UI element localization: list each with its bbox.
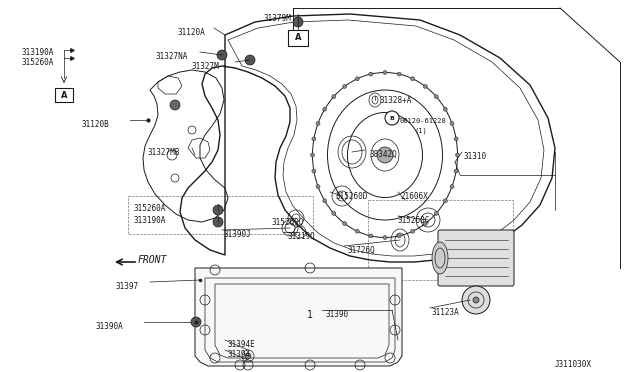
Ellipse shape: [432, 242, 448, 274]
Circle shape: [454, 137, 458, 141]
Text: J311030X: J311030X: [555, 360, 592, 369]
Text: 315260D: 315260D: [335, 192, 367, 201]
Circle shape: [377, 147, 393, 163]
Circle shape: [462, 286, 490, 314]
Circle shape: [369, 72, 373, 76]
Text: 31397: 31397: [116, 282, 139, 291]
Circle shape: [444, 199, 447, 203]
Text: 31120A: 31120A: [178, 28, 205, 37]
Circle shape: [450, 185, 454, 189]
Text: B: B: [390, 115, 394, 121]
Text: 31390A: 31390A: [95, 322, 123, 331]
Text: FRONT: FRONT: [138, 255, 168, 265]
Circle shape: [217, 50, 227, 60]
Text: A: A: [61, 90, 67, 99]
Circle shape: [293, 17, 303, 27]
Circle shape: [456, 153, 460, 157]
Circle shape: [383, 71, 387, 74]
Circle shape: [355, 229, 359, 233]
Polygon shape: [195, 268, 402, 366]
FancyBboxPatch shape: [55, 88, 73, 102]
Text: 31319Q: 31319Q: [287, 232, 315, 241]
Text: 31390J: 31390J: [224, 230, 252, 239]
Circle shape: [397, 234, 401, 238]
Circle shape: [369, 234, 373, 238]
Text: 31379M: 31379M: [263, 14, 291, 23]
Text: 31328+A: 31328+A: [380, 96, 412, 105]
Circle shape: [332, 94, 336, 99]
Circle shape: [332, 211, 336, 215]
Circle shape: [323, 107, 326, 111]
Text: 38342Q: 38342Q: [370, 150, 397, 159]
Text: 31123A: 31123A: [432, 308, 460, 317]
Circle shape: [411, 77, 415, 81]
Text: 315260A: 315260A: [133, 204, 165, 213]
Text: 31394E: 31394E: [228, 340, 256, 349]
Circle shape: [312, 169, 316, 173]
Circle shape: [343, 222, 347, 225]
FancyBboxPatch shape: [438, 230, 514, 286]
Circle shape: [355, 77, 359, 81]
Circle shape: [435, 211, 438, 215]
Circle shape: [245, 55, 255, 65]
Text: 31327NA: 31327NA: [155, 52, 188, 61]
Circle shape: [423, 84, 428, 89]
FancyBboxPatch shape: [288, 30, 308, 46]
Text: 313190A: 313190A: [133, 216, 165, 225]
Text: 31394: 31394: [228, 350, 251, 359]
Text: 31390: 31390: [326, 310, 349, 319]
Circle shape: [323, 199, 326, 203]
Circle shape: [213, 217, 223, 227]
Text: A: A: [295, 33, 301, 42]
Circle shape: [423, 222, 428, 225]
Text: 1: 1: [307, 310, 313, 320]
Circle shape: [245, 353, 251, 359]
Text: 313190A: 313190A: [22, 48, 54, 57]
Text: 08120-61228: 08120-61228: [400, 118, 447, 124]
Circle shape: [213, 205, 223, 215]
Circle shape: [316, 121, 320, 125]
Circle shape: [411, 229, 415, 233]
Circle shape: [191, 317, 201, 327]
Circle shape: [316, 185, 320, 189]
Text: 31120B: 31120B: [82, 120, 109, 129]
Circle shape: [310, 153, 314, 157]
Circle shape: [170, 100, 180, 110]
Circle shape: [312, 137, 316, 141]
Circle shape: [473, 297, 479, 303]
Circle shape: [385, 111, 399, 125]
Text: 31327MB: 31327MB: [148, 148, 180, 157]
Circle shape: [444, 107, 447, 111]
Circle shape: [383, 235, 387, 240]
Circle shape: [343, 84, 347, 89]
Circle shape: [450, 121, 454, 125]
Text: 315260A: 315260A: [22, 58, 54, 67]
Text: (1): (1): [415, 128, 428, 135]
Text: 315260Q: 315260Q: [272, 218, 305, 227]
Circle shape: [454, 169, 458, 173]
Text: 21606X: 21606X: [400, 192, 428, 201]
Text: 315260C: 315260C: [398, 216, 430, 225]
Text: 31726Q: 31726Q: [348, 246, 376, 255]
Circle shape: [435, 94, 438, 99]
Text: 31310: 31310: [464, 152, 487, 161]
Circle shape: [397, 72, 401, 76]
Text: 31327M: 31327M: [192, 62, 220, 71]
